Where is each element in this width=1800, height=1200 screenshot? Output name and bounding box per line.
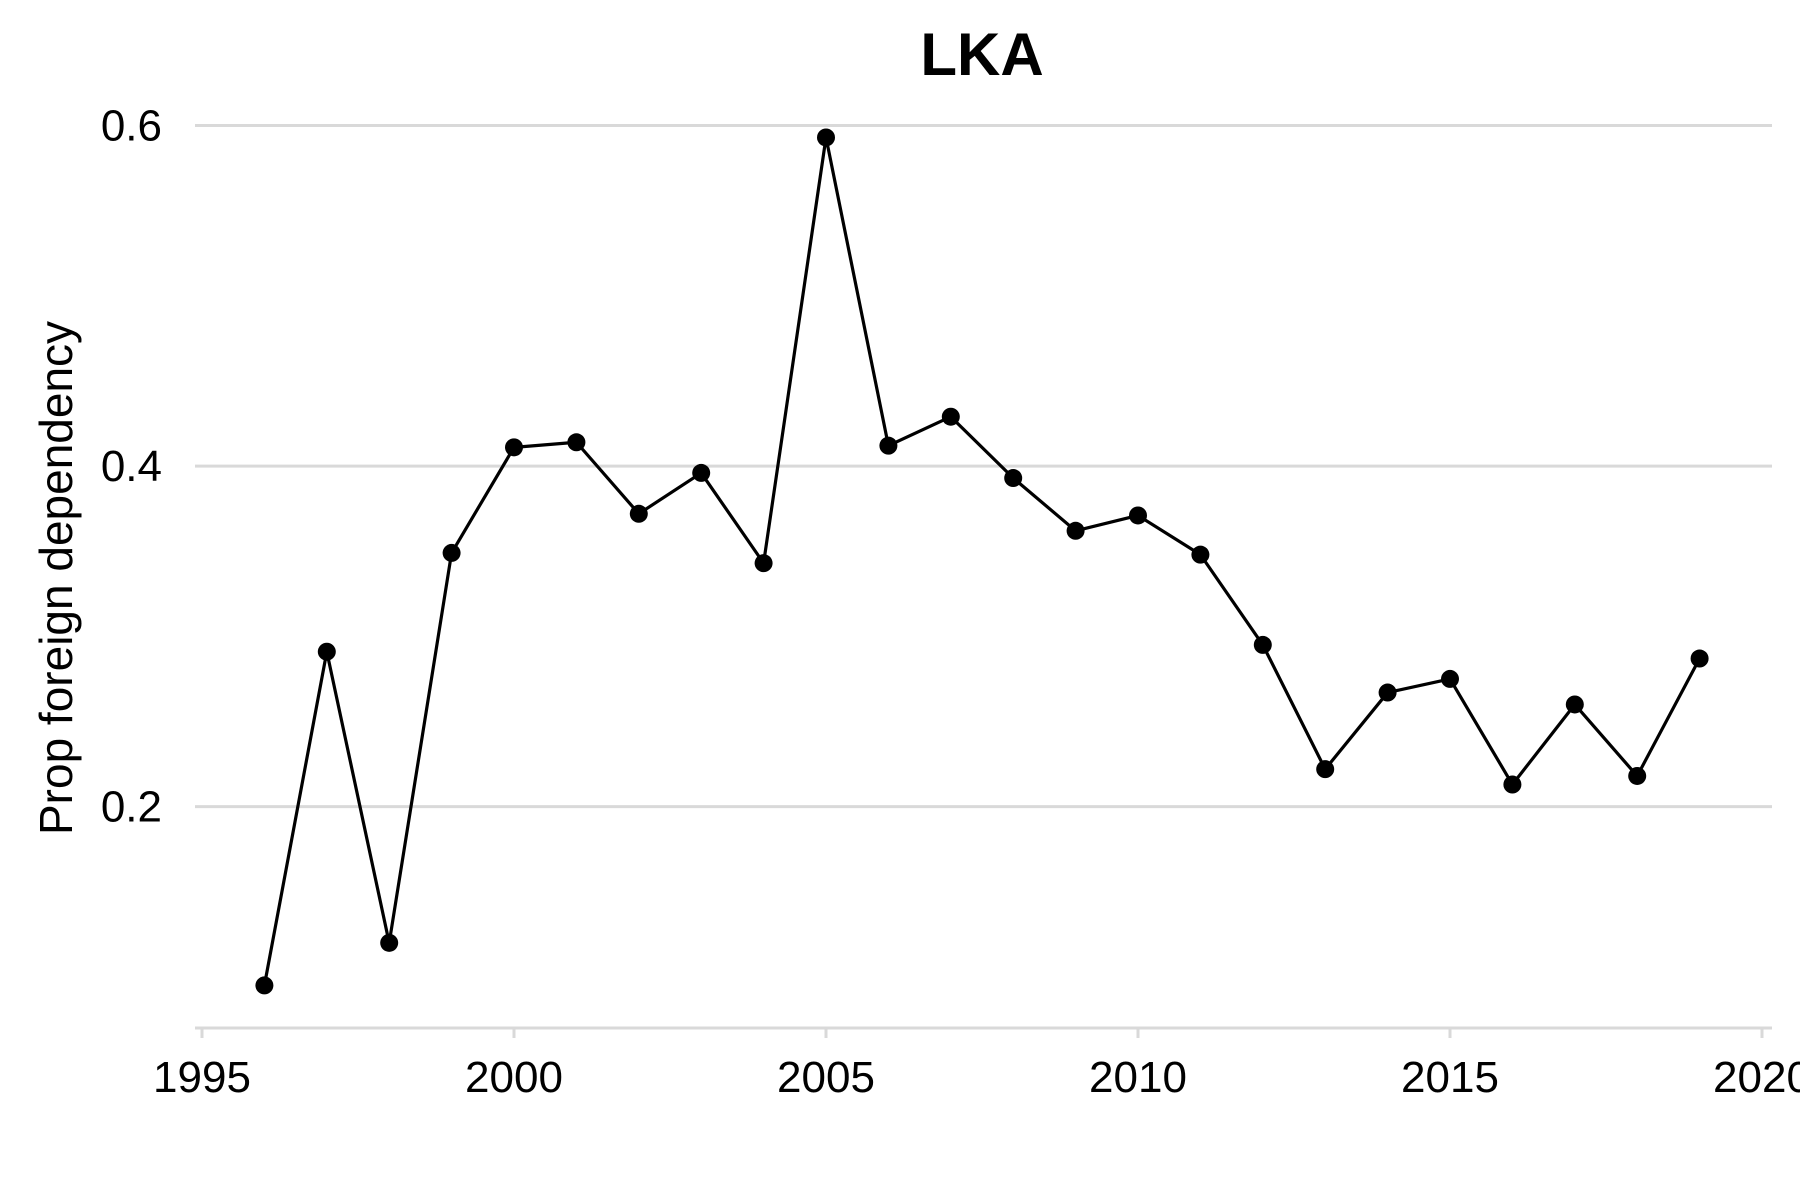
x-tick-label: 2000 [465, 1053, 563, 1102]
x-tick-labels: 1995 2000 2005 2010 2015 2020 [153, 1053, 1800, 1102]
data-point [505, 438, 523, 457]
data-point [1503, 775, 1522, 794]
data-point [1565, 695, 1584, 714]
y-axis-label: Prop foreign dependency [30, 321, 82, 835]
data-point [442, 543, 461, 562]
x-tick-label: 2015 [1401, 1053, 1499, 1102]
gridlines [195, 124, 1772, 809]
data-point [692, 463, 711, 482]
data-point [1066, 521, 1085, 540]
data-point [817, 128, 835, 147]
data-point [1441, 669, 1459, 688]
data-point [941, 407, 960, 426]
data-point [1191, 545, 1210, 564]
y-tick-label: 0.2 [101, 783, 162, 832]
chart-title: LKA [920, 21, 1043, 88]
data-point [1316, 760, 1335, 779]
series-line [262, 135, 1702, 986]
data-point [1004, 469, 1023, 488]
x-tick-label: 2020 [1713, 1053, 1800, 1102]
series-group [255, 128, 1709, 995]
data-point [1378, 683, 1397, 702]
data-point [1253, 635, 1272, 654]
data-point [317, 642, 336, 661]
data-point [567, 433, 586, 452]
data-point [255, 976, 274, 995]
x-axis [195, 1026, 1772, 1038]
data-point [1129, 506, 1147, 525]
x-tick-label: 1995 [153, 1053, 251, 1102]
y-tick-label: 0.4 [101, 442, 162, 491]
data-point [1690, 649, 1709, 668]
y-tick-label: 0.6 [101, 102, 162, 151]
data-point [879, 436, 898, 455]
x-tick-label: 2010 [1089, 1053, 1187, 1102]
x-tick-label: 2005 [777, 1053, 875, 1102]
data-point [629, 504, 648, 523]
data-point [1628, 766, 1647, 785]
data-point [380, 933, 399, 952]
y-tick-labels: 0.2 0.4 0.6 [101, 102, 162, 832]
data-point [754, 554, 773, 573]
